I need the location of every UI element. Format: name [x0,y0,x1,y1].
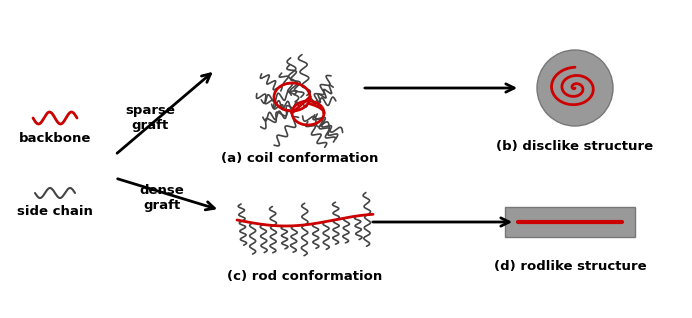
Text: sparse
graft: sparse graft [125,104,175,132]
Text: dense
graft: dense graft [140,184,184,212]
Text: (d) rodlike structure: (d) rodlike structure [493,260,646,273]
Text: (b) disclike structure: (b) disclike structure [496,140,653,153]
Text: side chain: side chain [17,205,93,218]
Text: (c) rod conformation: (c) rod conformation [228,270,383,283]
Circle shape [537,50,613,126]
Text: (a) coil conformation: (a) coil conformation [221,152,379,165]
Bar [505,207,635,237]
Text: backbone: backbone [19,132,91,145]
